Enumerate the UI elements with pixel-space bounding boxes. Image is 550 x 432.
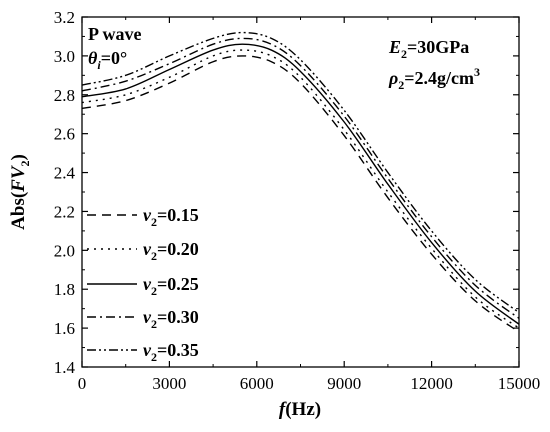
x-tick-label: 0 (78, 374, 87, 393)
series-line-4 (81, 37, 520, 319)
series-lines (81, 31, 520, 333)
y-tick-label: 3.0 (54, 47, 75, 66)
y-tick-label: 2.0 (54, 241, 75, 260)
y-tick-label: 2.4 (54, 164, 76, 183)
y-tick-label: 1.6 (54, 319, 75, 338)
legend-label: ν2=0.20 (143, 239, 199, 263)
legend-label: ν2=0.25 (143, 274, 199, 298)
y-tick-label: 1.8 (54, 280, 75, 299)
y-tick-label: 1.4 (54, 358, 76, 377)
y-axis-title: Abs(FV2) (8, 154, 32, 230)
y-tick-label: 2.2 (54, 202, 75, 221)
series-line-3 (81, 43, 520, 325)
annotation-wave: P wave (88, 24, 142, 44)
x-tick-label: 12000 (410, 374, 453, 393)
legend-label: ν2=0.15 (143, 205, 199, 229)
series-line-2 (81, 49, 520, 329)
x-axis-title: f(Hz) (279, 399, 321, 420)
legend-entry: ν2=0.25 (87, 274, 199, 298)
axis-ticks (81, 16, 520, 368)
annotation-angle: θi=0° (88, 48, 127, 72)
legend: ν2=0.15 ν2=0.20 ν2=0.25 ν2=0.30 ν2=0.35 (87, 205, 199, 364)
legend-entry: ν2=0.15 (87, 205, 199, 229)
x-tick-label: 3000 (152, 374, 186, 393)
x-tick-label: 9000 (327, 374, 361, 393)
x-tick-label: 15000 (498, 374, 541, 393)
legend-entry: ν2=0.35 (87, 340, 199, 364)
y-tick-label: 2.8 (54, 86, 75, 105)
annotation-density: ρ2=2.4g/cm3 (388, 65, 480, 92)
x-tick-labels: 0 3000 6000 9000 12000 15000 (78, 374, 541, 393)
legend-label: ν2=0.30 (143, 307, 199, 331)
legend-entry: ν2=0.30 (87, 307, 199, 331)
series-line-1 (81, 55, 520, 333)
annotation-modulus: E2=30GPa (388, 37, 469, 61)
legend-entry: ν2=0.20 (87, 239, 199, 263)
x-tick-label: 6000 (240, 374, 274, 393)
series-line-5 (81, 31, 520, 314)
y-tick-label: 3.2 (54, 8, 75, 27)
y-tick-label: 2.6 (54, 125, 75, 144)
y-tick-labels: 1.4 1.6 1.8 2.0 2.2 2.4 2.6 2.8 3.0 3.2 (54, 8, 76, 377)
legend-label: ν2=0.35 (143, 340, 199, 364)
